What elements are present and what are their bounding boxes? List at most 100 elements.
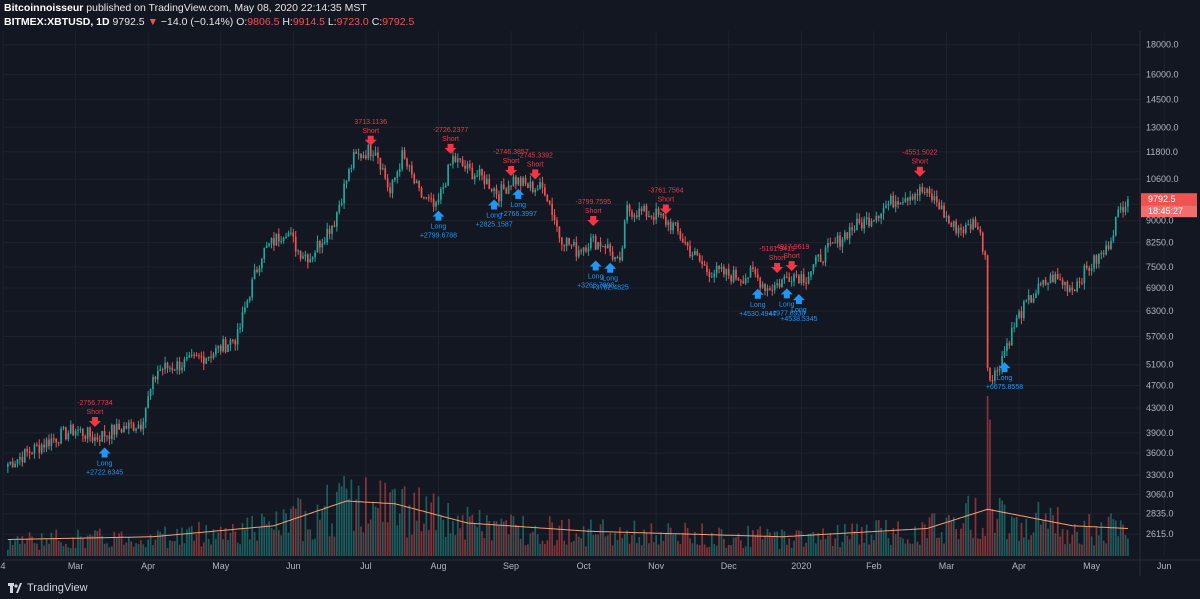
y-tick-label: 3060.0 xyxy=(1146,489,1174,499)
candle-body xyxy=(118,423,120,430)
tradingview-logo[interactable]: TradingView xyxy=(8,580,88,596)
candle-body xyxy=(181,367,183,371)
long-label-text: Long xyxy=(588,273,604,280)
volume-bar xyxy=(575,533,578,556)
volume-bar xyxy=(328,536,331,556)
volume-bar xyxy=(67,547,70,556)
candle-body xyxy=(374,152,377,156)
candle-body xyxy=(210,356,212,358)
candle-body xyxy=(1018,311,1020,318)
candle-body xyxy=(132,423,135,431)
volume-bar xyxy=(292,506,295,556)
candle-body xyxy=(824,247,827,263)
volume-bar xyxy=(469,516,471,556)
volume-bar xyxy=(563,540,566,556)
volume-bar xyxy=(650,523,653,556)
long-label-text: Long xyxy=(97,461,113,468)
candle-body xyxy=(302,256,304,259)
candle-body xyxy=(84,436,87,439)
volume-bar xyxy=(986,396,989,556)
volume-bar xyxy=(89,534,91,556)
volume-bar xyxy=(111,546,113,556)
volume-bar xyxy=(343,475,345,556)
candle-body xyxy=(575,242,578,257)
candle-body xyxy=(594,236,597,250)
volume-bar xyxy=(899,537,902,556)
x-tick-label: 4 xyxy=(0,561,5,571)
chart-header: Bitcoinnoisseur published on TradingView… xyxy=(4,1,764,31)
volume-bar xyxy=(735,537,737,556)
candle-body xyxy=(173,369,176,371)
volume-bars xyxy=(6,396,1129,556)
candle-body xyxy=(476,175,478,177)
candle-body xyxy=(701,261,703,265)
volume-bar xyxy=(1078,543,1081,556)
candle-body xyxy=(940,205,943,210)
volume-bar xyxy=(967,495,970,556)
long-label-value: +6675.8558 xyxy=(986,384,1023,391)
candle-body xyxy=(756,274,759,278)
volume-bar xyxy=(1098,535,1100,556)
volume-bar xyxy=(270,527,273,556)
volume-bar xyxy=(1071,534,1074,556)
volume-bar xyxy=(98,528,101,556)
candle-body xyxy=(360,153,362,159)
candle-body xyxy=(304,254,307,257)
candle-body xyxy=(834,242,837,244)
candle-body xyxy=(778,283,781,287)
candle-body xyxy=(1107,245,1110,249)
candle-body xyxy=(1085,265,1088,268)
candle-body xyxy=(880,213,882,219)
volume-bar xyxy=(877,520,880,556)
volume-bar xyxy=(824,539,827,556)
volume-bar xyxy=(638,536,641,556)
volume-bar xyxy=(759,526,762,556)
volume-bar xyxy=(570,542,573,556)
volume-moving-average-line xyxy=(7,500,1128,540)
candle-body xyxy=(662,213,665,217)
y-tick-label: 4300.0 xyxy=(1146,403,1174,413)
candle-body xyxy=(962,229,965,233)
volume-bar xyxy=(720,528,723,556)
candle-body xyxy=(1119,207,1122,210)
candle-body xyxy=(246,300,249,308)
candle-body xyxy=(977,226,979,230)
volume-bar xyxy=(718,527,720,556)
volume-bar xyxy=(848,539,851,556)
candle-body xyxy=(471,167,474,180)
candle-body xyxy=(1025,300,1028,302)
volume-bar xyxy=(28,532,31,556)
candle-body xyxy=(195,354,198,356)
volume-bar xyxy=(931,513,933,556)
candle-body xyxy=(945,216,948,218)
long-arrow-icon xyxy=(792,294,805,305)
candle-body xyxy=(287,232,290,237)
x-tick-label: Mar xyxy=(68,561,84,571)
candle-body xyxy=(234,340,237,345)
volume-bar xyxy=(769,532,771,556)
publish-line: Bitcoinnoisseur published on TradingView… xyxy=(4,1,764,15)
candle-body xyxy=(418,181,420,189)
grid-lines xyxy=(2,31,1165,556)
volume-bar xyxy=(198,521,200,556)
author-name[interactable]: Bitcoinnoisseur xyxy=(4,2,84,14)
volume-bar xyxy=(256,540,258,556)
long-arrow-icon xyxy=(589,260,602,271)
candle-body xyxy=(352,151,355,168)
volume-bar xyxy=(285,513,287,556)
candle-body xyxy=(152,377,154,390)
symbol-label[interactable]: BITMEX:XBTUSD, 1D xyxy=(4,16,110,28)
short-label-text: Short xyxy=(503,158,520,165)
candle-body xyxy=(887,203,890,206)
y-tick-label: 11800.0 xyxy=(1146,147,1178,157)
volume-bar xyxy=(156,530,159,556)
long-arrow-icon xyxy=(751,288,764,299)
volume-bar xyxy=(1061,528,1064,556)
high-label: H: xyxy=(282,16,293,28)
volume-bar xyxy=(887,538,890,556)
candle-body xyxy=(810,271,812,277)
volume-bar xyxy=(365,477,367,556)
volume-bar xyxy=(449,533,452,556)
volume-bar xyxy=(1023,537,1025,556)
